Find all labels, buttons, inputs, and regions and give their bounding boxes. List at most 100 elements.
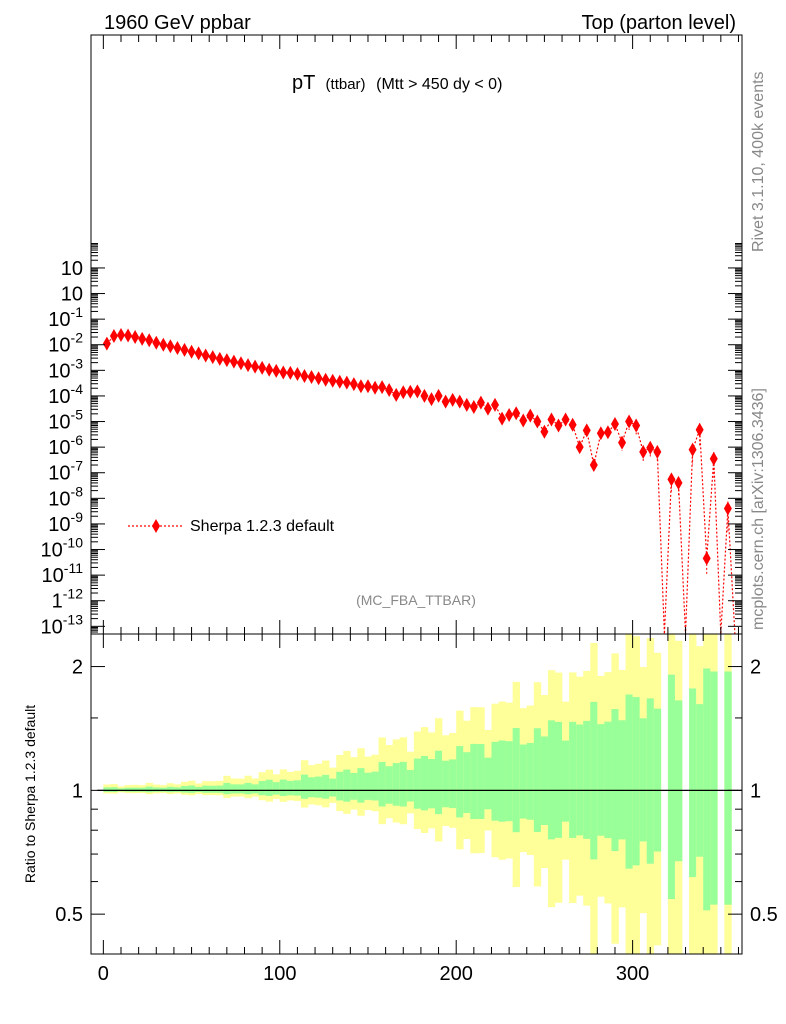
data-point	[180, 342, 189, 357]
main-y-axis: 10-131-1210-1110-1010-910-810-710-610-51…	[41, 243, 742, 638]
data-point	[349, 377, 358, 392]
data-point	[251, 359, 260, 374]
data-point	[413, 384, 422, 399]
main-ytick-label: 10-5	[48, 407, 83, 434]
data-point	[441, 394, 450, 409]
data-point	[526, 408, 535, 423]
data-point	[335, 374, 344, 389]
ratio-band-inner	[152, 787, 161, 792]
data-point	[215, 351, 224, 366]
ratio-band-inner	[329, 778, 337, 797]
data-point	[448, 392, 457, 407]
data-point	[498, 411, 507, 426]
main-ytick-label: 10	[61, 258, 83, 280]
data-point	[187, 344, 196, 359]
data-point	[512, 406, 521, 421]
data-point	[138, 331, 147, 346]
ratio-band-inner	[159, 787, 168, 792]
data-point	[653, 444, 662, 459]
ratio-band-inner	[293, 780, 302, 796]
ratio-band-inner	[110, 787, 118, 792]
main-ytick-label: 10-10	[41, 535, 84, 562]
ratio-band-inner	[646, 698, 655, 864]
data-point	[229, 354, 238, 369]
main-ytick-label: 10-4	[48, 381, 83, 408]
ratio-band-inner	[533, 728, 542, 832]
ratio-band-inner	[124, 787, 132, 792]
ratio-band-inner	[484, 757, 492, 810]
rivet-version-label: Rivet 3.1.10, 400k events	[750, 71, 767, 252]
main-ytick-label: 10-13	[41, 611, 84, 638]
data-point	[321, 372, 330, 387]
ratio-ytick-label-right: 2	[750, 657, 761, 679]
ratio-band-inner	[639, 718, 648, 842]
data-point	[201, 348, 210, 363]
data-point	[695, 422, 704, 437]
ratio-band-inner	[611, 709, 619, 852]
data-point	[222, 353, 231, 368]
data-point	[102, 336, 111, 351]
data-point	[483, 401, 492, 416]
ratio-xtick-label: 300	[616, 963, 649, 985]
data-point	[342, 375, 351, 390]
data-point	[194, 346, 203, 361]
header-left-label: 1960 GeV ppbar	[104, 12, 251, 34]
ratio-band-inner	[343, 769, 351, 802]
ratio-band-inner	[202, 785, 210, 793]
data-point	[540, 424, 549, 439]
ratio-band-inner	[583, 720, 591, 839]
ratio-band-inner	[576, 724, 584, 836]
ratio-band-inner	[505, 741, 513, 822]
data-point	[244, 358, 253, 373]
ratio-band-inner	[435, 750, 443, 815]
data-point	[265, 362, 274, 377]
ratio-band-inner	[315, 776, 323, 798]
ratio-band-inner	[131, 787, 139, 792]
ratio-band-inner	[625, 694, 633, 869]
main-ytick-label: 10-11	[42, 560, 84, 587]
data-point	[131, 330, 140, 345]
data-point	[603, 425, 612, 440]
main-title-sub: (ttbar)	[326, 76, 366, 93]
data-point	[667, 472, 676, 487]
data-point	[533, 414, 542, 429]
main-ytick-label: 10-2	[48, 330, 83, 357]
data-point	[399, 385, 408, 400]
ratio-band-inner	[413, 758, 422, 809]
ratio-band-inner	[180, 786, 189, 793]
ratio-ytick-label: 0.5	[55, 904, 83, 926]
main-frame	[90, 34, 743, 635]
data-point	[469, 399, 478, 414]
ratio-ytick-label-right: 0.5	[750, 904, 778, 926]
ratio-xtick-label: 200	[440, 963, 473, 985]
data-point	[145, 333, 154, 348]
data-point	[723, 501, 732, 516]
series-line	[106, 334, 736, 635]
data-point	[258, 360, 267, 375]
data-point	[575, 440, 584, 455]
data-point	[702, 551, 711, 566]
ratio-band-inner	[399, 761, 408, 807]
data-point	[236, 356, 245, 371]
data-point	[208, 350, 217, 365]
data-point	[589, 458, 598, 473]
data-point	[427, 392, 436, 407]
ratio-band-inner	[406, 769, 415, 802]
main-ytick-label: 10	[61, 284, 83, 306]
ratio-band-inner	[279, 779, 288, 796]
ratio-band-inner	[420, 755, 429, 811]
ratio-band-inner	[145, 786, 154, 793]
data-point	[674, 475, 683, 490]
main-title: pT (ttbar) (Mtt > 450 dy < 0)	[292, 72, 502, 94]
legend: Sherpa 1.2.3 default	[128, 518, 335, 535]
data-point	[625, 414, 634, 429]
ratio-band-inner	[689, 688, 697, 878]
ratio-band-inner	[569, 721, 577, 838]
data-point	[709, 451, 718, 466]
ratio-band-inner	[209, 785, 217, 793]
ratio-band-inner	[138, 787, 146, 792]
ratio-band-inner	[512, 728, 521, 833]
ratio-band-inner	[427, 759, 436, 809]
data-point	[173, 340, 182, 355]
ratio-band-inner	[590, 701, 598, 860]
